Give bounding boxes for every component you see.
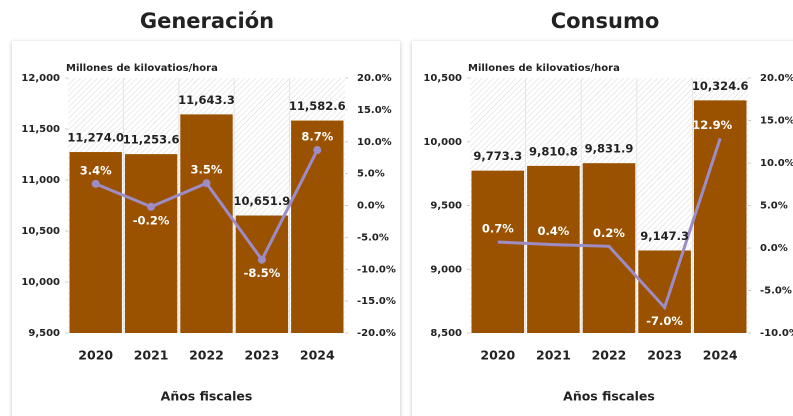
y2-tick-label: -20.0% (357, 328, 396, 339)
y-tick-label: 12,000 (21, 73, 60, 84)
x-tick-label: 2021 (536, 348, 571, 363)
y2-tick-label: 20.0% (760, 73, 793, 84)
line-value-label: 0.2% (593, 226, 625, 240)
bar (471, 170, 525, 333)
x-tick-label: 2024 (703, 348, 738, 363)
y2-tick-label: 15.0% (760, 116, 793, 127)
bar-value-label: 9,147.3 (640, 229, 689, 243)
x-tick-label: 2020 (480, 348, 515, 363)
bar (638, 250, 691, 333)
y2-tick-label: 0.0% (760, 243, 788, 254)
y-tick-label: 11,000 (21, 175, 60, 186)
y-tick-label: 10,500 (21, 226, 60, 237)
y2-tick-label: 15.0% (357, 105, 392, 116)
bar-value-label: 10,651.9 (234, 194, 291, 208)
line-value-label: -8.5% (244, 266, 281, 280)
bar (124, 154, 178, 333)
line-value-label: 8.7% (301, 130, 333, 144)
bar (180, 114, 233, 334)
line-value-label: 0.7% (482, 222, 514, 236)
y2-tick-label: -5.0% (760, 286, 792, 297)
line-value-label: 0.4% (537, 224, 569, 238)
bar-value-label: 9,810.8 (529, 144, 578, 158)
chart: Consumo Millones de kilovatios/hora Años f… (412, 9, 793, 416)
bar-value-label: 11,582.6 (289, 99, 346, 113)
y-axis-label: Millones de kilovatios/hora (66, 63, 218, 74)
marker (202, 179, 211, 188)
marker (313, 146, 322, 155)
x-tick-label: 2024 (300, 348, 335, 363)
bar (69, 152, 122, 333)
y-tick-label: 8,500 (430, 328, 462, 339)
y2-tick-label: 20.0% (357, 73, 392, 84)
bar-value-label: 9,831.9 (585, 142, 634, 156)
x-tick-label: 2021 (134, 348, 169, 363)
marker (91, 179, 100, 188)
line-value-label: 3.4% (80, 163, 112, 177)
line-value-label: -0.2% (133, 213, 170, 227)
y-tick-label: 9,000 (430, 264, 462, 275)
y2-tick-label: 10.0% (357, 137, 392, 148)
y-tick-label: 10,500 (423, 73, 462, 84)
x-tick-label: 2023 (245, 348, 280, 363)
chart-title: Consumo (551, 9, 660, 33)
x-axis-label: Años fiscales (563, 389, 655, 404)
x-axis-label: Años fiscales (161, 389, 253, 404)
y-axis-label: Millones de kilovatios/hora (468, 63, 620, 74)
line-value-label: -7.0% (646, 314, 683, 328)
bar (291, 120, 344, 333)
y2-tick-label: 5.0% (760, 201, 788, 212)
y2-tick-label: 0.0% (357, 201, 385, 212)
line-value-label: 12.9% (692, 118, 732, 132)
marker (257, 255, 266, 264)
y-tick-label: 10,000 (423, 137, 462, 148)
bar-value-label: 11,274.0 (67, 131, 124, 145)
bar-value-label: 11,643.3 (178, 93, 235, 107)
bar-value-label: 10,324.6 (692, 79, 749, 93)
y2-tick-label: 5.0% (357, 169, 385, 180)
line (497, 137, 722, 311)
y-tick-label: 9,500 (430, 201, 462, 212)
y2-tick-label: -5.0% (357, 232, 389, 243)
y-tick-label: 9,500 (28, 328, 60, 339)
y2-tick-label: -10.0% (357, 264, 396, 275)
y-tick-label: 10,000 (21, 277, 60, 288)
chart: Generación Millones de kilovatios/hora Año… (12, 9, 400, 416)
x-tick-label: 2020 (78, 348, 113, 363)
y2-tick-label: -10.0% (760, 328, 793, 339)
x-tick-label: 2022 (592, 348, 627, 363)
x-tick-label: 2022 (189, 348, 224, 363)
y-tick-label: 11,500 (21, 124, 60, 135)
marker (147, 202, 156, 211)
line-value-label: 3.5% (191, 163, 223, 177)
y2-tick-label: -15.0% (357, 296, 396, 307)
bar (527, 165, 580, 333)
bar-value-label: 9,773.3 (473, 149, 522, 163)
y2-tick-label: 10.0% (760, 158, 793, 169)
bar-value-label: 11,253.6 (123, 133, 180, 147)
chart-title: Generación (140, 9, 274, 33)
bar (693, 100, 747, 334)
x-tick-label: 2023 (647, 348, 682, 363)
